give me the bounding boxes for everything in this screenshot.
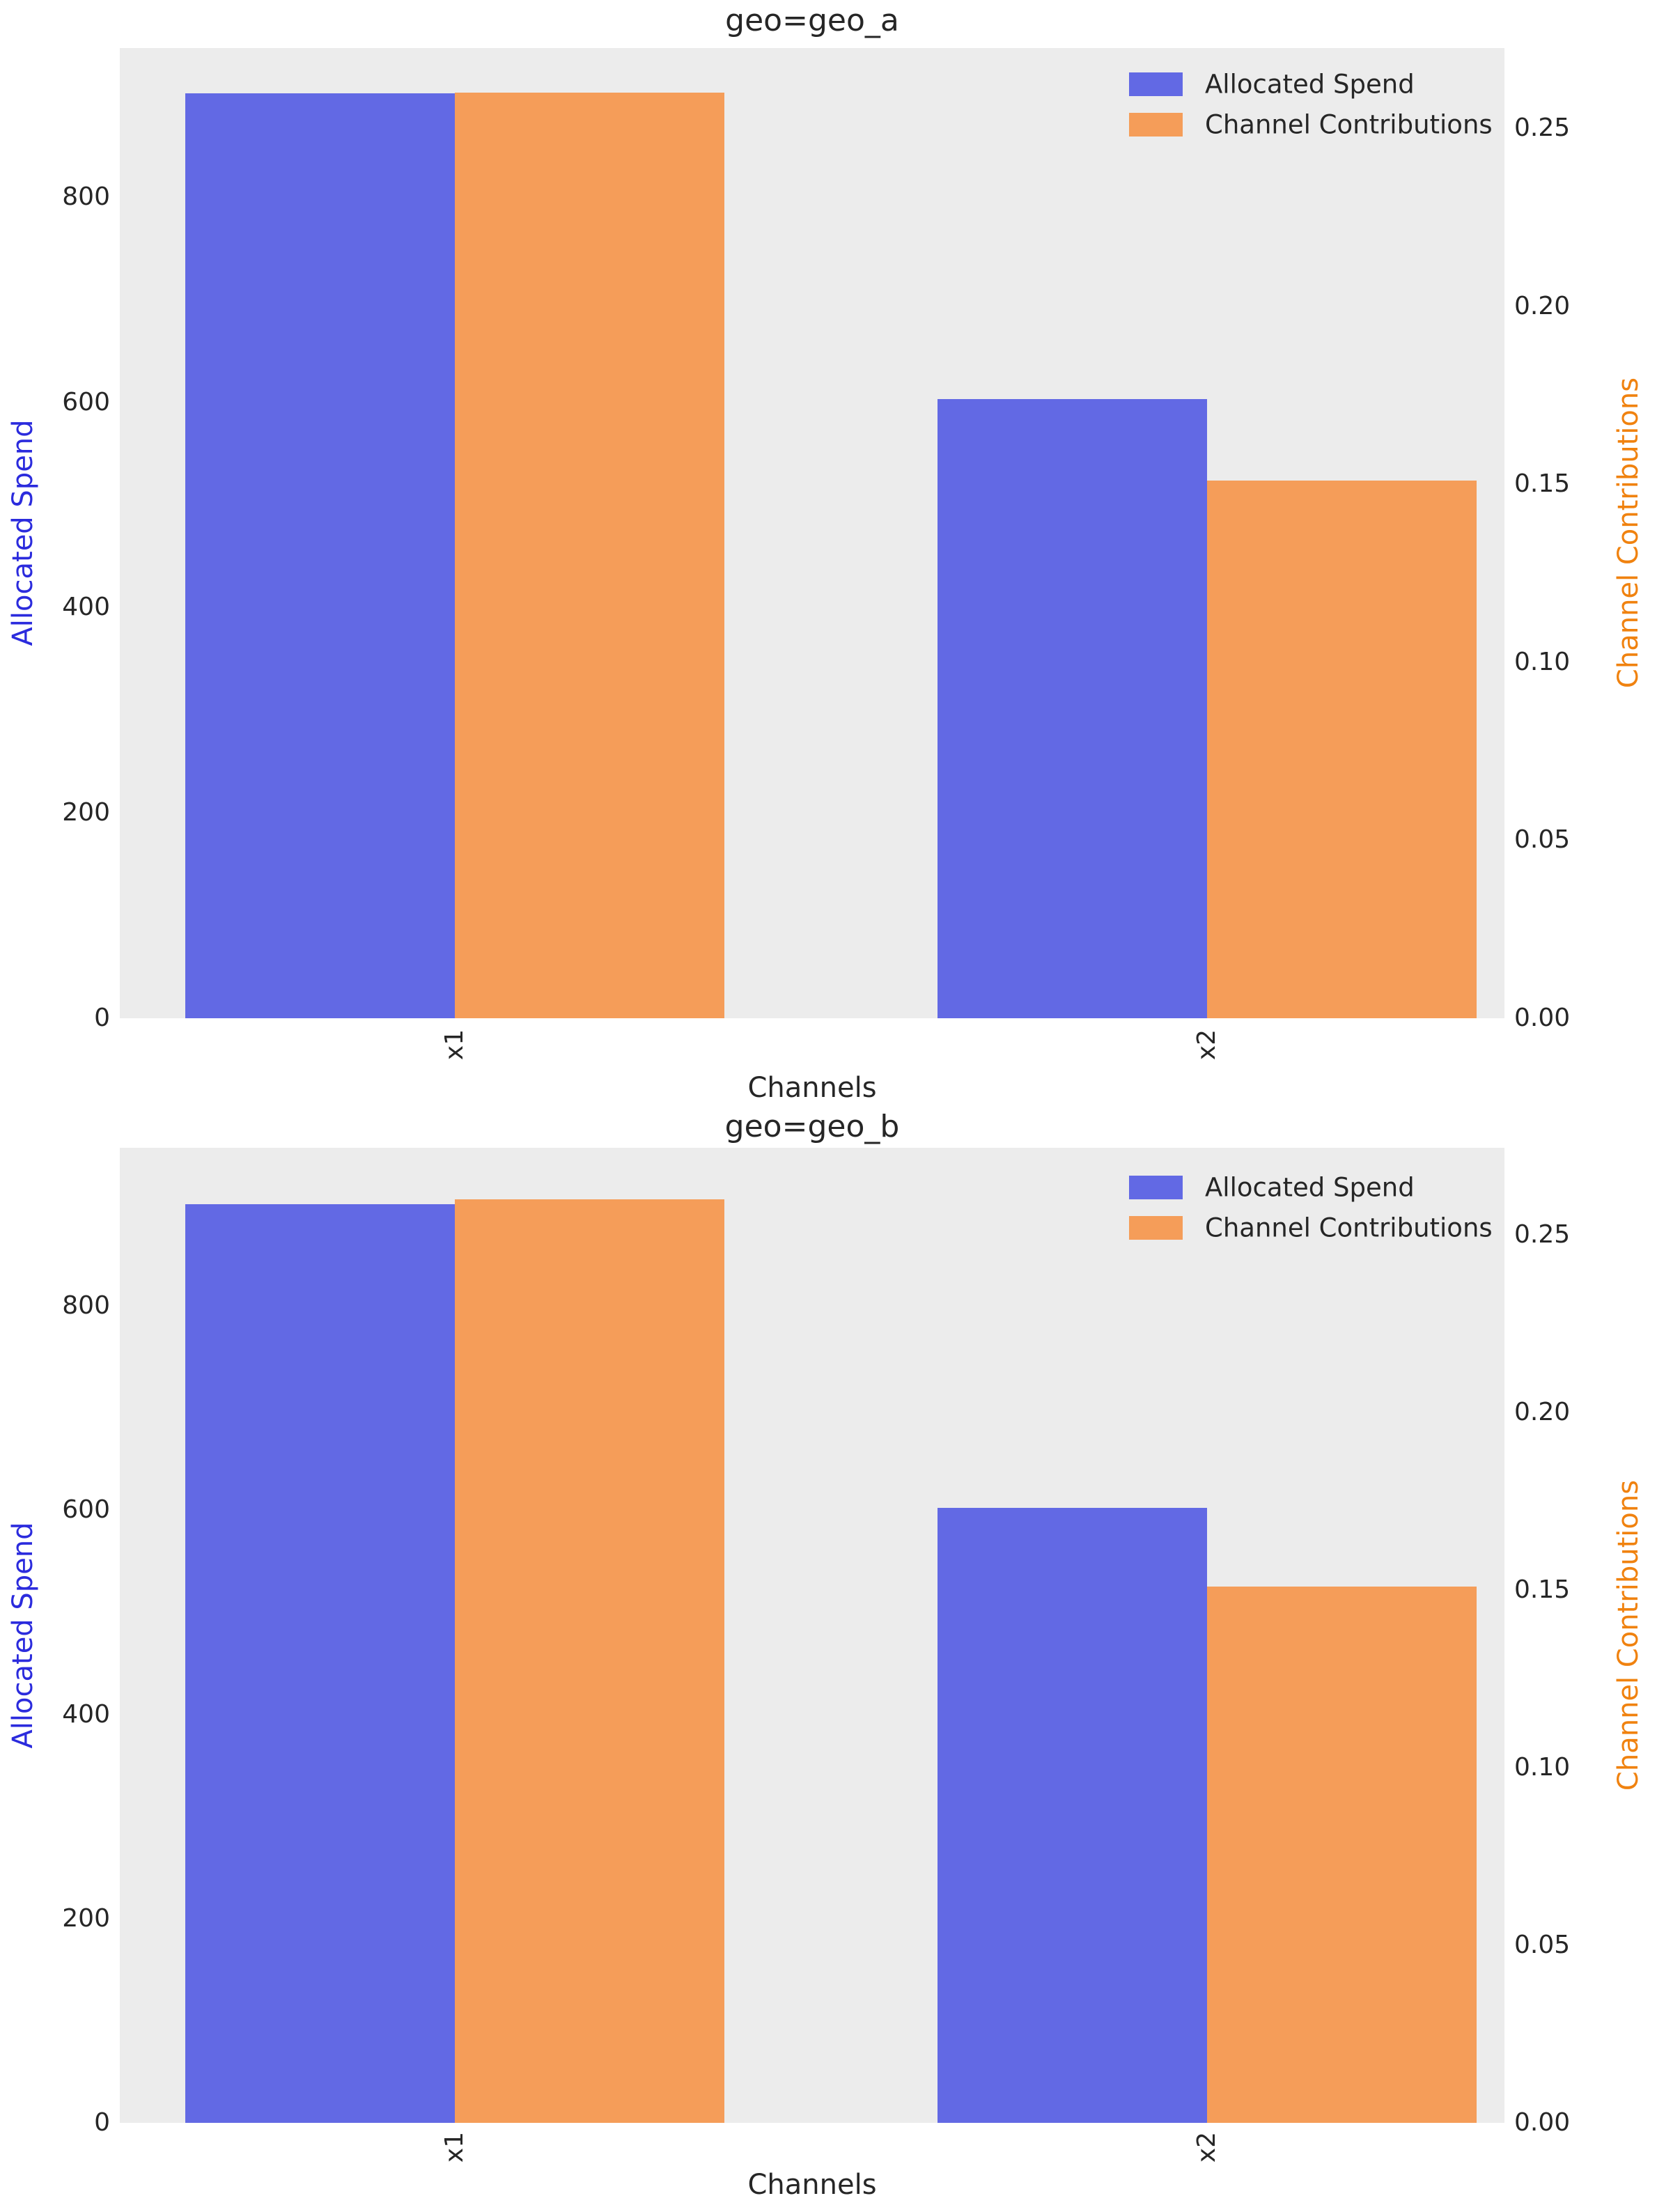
right-axis-label-geo_a: Channel Contributions [1612,377,1644,689]
bar-allocated-spend-x2-geo_a [937,399,1207,1018]
y-tick-label-left-geo_a: 0 [94,1004,110,1032]
left-axis-label-geo_b: Allocated Spend [7,1522,39,1749]
legend-label-allocated-spend-geo_b: Allocated Spend [1205,1172,1415,1203]
y-tick-label-right-geo_b: 0.20 [1514,1397,1571,1426]
y-tick-label-left-geo_a: 200 [62,798,110,827]
x-tick-label-x2-geo_b: x2 [1192,2131,1221,2163]
y-tick-label-left-geo_b: 0 [94,2108,110,2137]
chart-title-geo_a: geo=geo_a [725,3,899,38]
y-tick-label-right-geo_a: 0.00 [1514,1004,1571,1032]
y-tick-label-right-geo_b: 0.00 [1514,2108,1571,2137]
y-tick-label-right-geo_b: 0.05 [1514,1930,1571,1959]
bar-channel-contributions-x2-geo_a [1206,481,1477,1018]
y-tick-label-left-geo_b: 200 [62,1903,110,1933]
legend-label-allocated-spend-geo_a: Allocated Spend [1205,69,1415,100]
legend-swatch-allocated-spend-geo_a [1129,72,1183,96]
legend-label-channel-contributions-geo_a: Channel Contributions [1205,109,1493,140]
right-axis-label-geo_b: Channel Contributions [1612,1479,1644,1791]
x-tick-label-x1-geo_a: x1 [440,1029,469,1061]
y-tick-label-right-geo_a: 0.10 [1514,647,1571,676]
bar-channel-contributions-x2-geo_b [1206,1586,1477,2123]
bar-allocated-spend-x1-geo_b [185,1204,456,2123]
legend-swatch-channel-contributions-geo_a [1129,113,1183,137]
bar-allocated-spend-x1-geo_a [185,93,456,1018]
left-axis-label-geo_a: Allocated Spend [7,419,39,646]
y-tick-label-right-geo_b: 0.10 [1514,1752,1571,1782]
y-tick-label-right-geo_b: 0.15 [1514,1575,1571,1604]
chart-title-geo_b: geo=geo_b [724,1109,900,1144]
x-tick-label-x1-geo_b: x1 [440,2131,469,2163]
x-axis-label-geo_a: Channels [747,1072,877,1104]
legend-swatch-allocated-spend-geo_b [1129,1176,1183,1199]
bar-channel-contributions-x1-geo_b [455,1199,725,2123]
x-axis-label-geo_b: Channels [747,2169,877,2201]
legend-label-channel-contributions-geo_b: Channel Contributions [1205,1213,1493,1243]
y-tick-label-right-geo_a: 0.20 [1514,291,1571,320]
y-tick-label-left-geo_b: 400 [62,1699,110,1729]
y-tick-label-right-geo_a: 0.15 [1514,469,1571,499]
x-tick-label-x2-geo_a: x2 [1192,1029,1221,1061]
y-tick-label-left-geo_a: 800 [62,182,110,211]
y-tick-label-left-geo_b: 600 [62,1495,110,1525]
legend-swatch-channel-contributions-geo_b [1129,1216,1183,1240]
y-tick-label-right-geo_a: 0.05 [1514,825,1571,855]
y-tick-label-right-geo_a: 0.25 [1514,114,1571,143]
bar-channel-contributions-x1-geo_a [455,92,725,1018]
y-tick-label-left-geo_a: 600 [62,387,110,416]
bar-allocated-spend-x2-geo_b [937,1508,1207,2123]
y-tick-label-left-geo_b: 800 [62,1291,110,1321]
y-tick-label-left-geo_a: 400 [62,593,110,622]
y-tick-label-right-geo_b: 0.25 [1514,1220,1571,1249]
